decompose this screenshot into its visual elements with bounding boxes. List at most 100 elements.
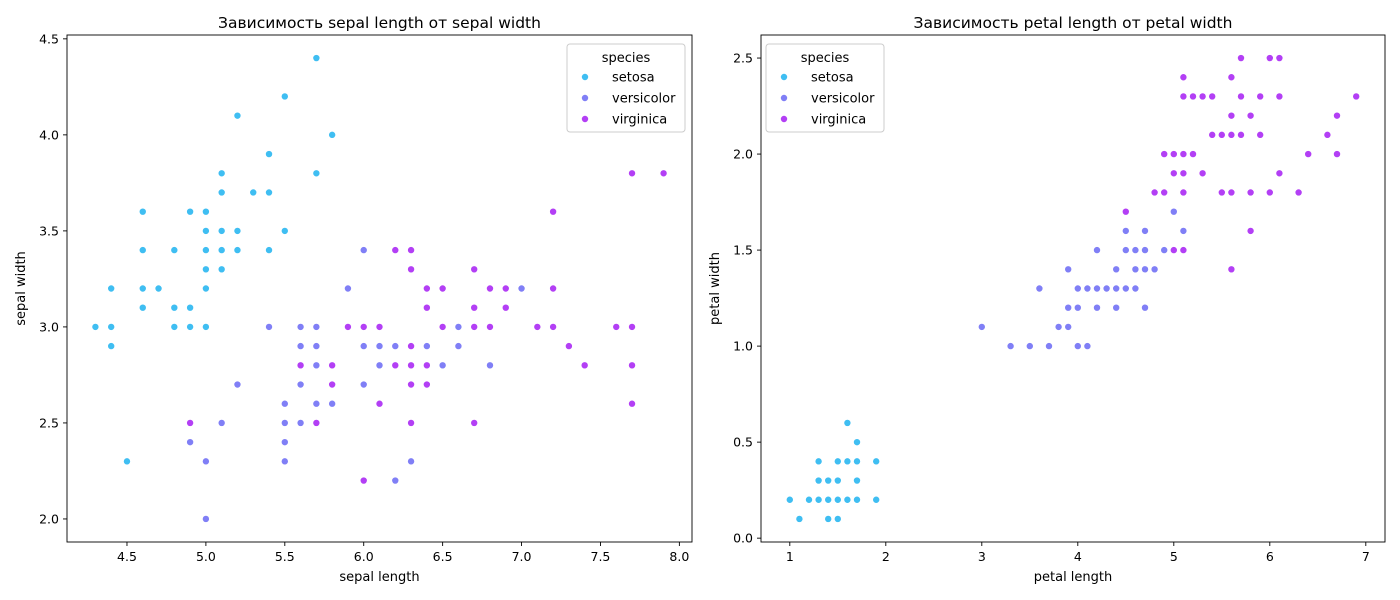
legend-marker-setosa [581, 73, 590, 82]
data-point-versicolor [1179, 226, 1188, 235]
data-point-versicolor [296, 418, 305, 427]
data-point-virginica [375, 399, 384, 408]
x-tick-label: 5 [1170, 549, 1178, 564]
data-point-versicolor [1141, 226, 1150, 235]
data-point-setosa [122, 457, 131, 466]
series-virginica [186, 169, 668, 485]
data-point-versicolor [296, 380, 305, 389]
data-point-virginica [375, 322, 384, 331]
data-point-versicolor [1073, 284, 1082, 293]
data-point-setosa [312, 54, 321, 63]
data-point-virginica [1169, 150, 1178, 159]
data-point-versicolor [391, 476, 400, 485]
data-point-virginica [1265, 54, 1274, 63]
data-point-versicolor [407, 457, 416, 466]
data-point-versicolor [312, 322, 321, 331]
data-point-virginica [470, 303, 479, 312]
data-point-virginica [328, 361, 337, 370]
y-axis-label: sepal width [14, 251, 29, 326]
data-point-virginica [1237, 130, 1246, 139]
axes-frame [66, 34, 693, 543]
data-point-setosa [233, 226, 242, 235]
data-point-virginica [549, 322, 558, 331]
series-versicolor [977, 207, 1188, 351]
data-point-versicolor [312, 342, 321, 351]
data-point-versicolor [186, 438, 195, 447]
data-point-setosa [843, 418, 852, 427]
data-point-virginica [1227, 111, 1236, 120]
data-point-virginica [1179, 150, 1188, 159]
data-point-virginica [1275, 169, 1284, 178]
data-point-setosa [843, 457, 852, 466]
data-point-virginica [328, 380, 337, 389]
data-point-setosa [170, 322, 179, 331]
data-point-versicolor [359, 342, 368, 351]
data-point-virginica [407, 380, 416, 389]
data-point-setosa [265, 246, 274, 255]
data-point-setosa [265, 150, 274, 159]
series-setosa [785, 418, 881, 523]
chart-title: Зависимость petal length от petal width [914, 14, 1233, 32]
y-tick-label: 1.5 [733, 243, 753, 258]
data-point-virginica [1179, 169, 1188, 178]
data-point-versicolor [1093, 246, 1102, 255]
data-point-virginica [407, 361, 416, 370]
data-point-setosa [814, 495, 823, 504]
data-point-versicolor [1064, 303, 1073, 312]
data-point-setosa [170, 303, 179, 312]
data-point-versicolor [1045, 342, 1054, 351]
y-tick-label: 3.0 [39, 319, 59, 334]
data-point-versicolor [1141, 246, 1150, 255]
data-point-setosa [265, 188, 274, 197]
data-point-virginica [391, 361, 400, 370]
data-point-virginica [533, 322, 542, 331]
data-point-versicolor [1064, 322, 1073, 331]
data-point-virginica [549, 207, 558, 216]
data-point-versicolor [1083, 342, 1092, 351]
data-point-virginica [1294, 188, 1303, 197]
data-point-setosa [138, 246, 147, 255]
data-point-virginica [1256, 130, 1265, 139]
data-point-setosa [853, 495, 862, 504]
x-tick-label: 7 [1362, 549, 1370, 564]
data-point-versicolor [1025, 342, 1034, 351]
scatter-plot-2: 1 2 3 4 5 6 7 0.0 0.5 1.0 1.5 2.0 2.5 Зависимость pet… [708, 14, 1386, 585]
data-point-virginica [501, 303, 510, 312]
data-point-virginica [422, 361, 431, 370]
y-tick-label: 2.0 [39, 511, 59, 526]
data-point-virginica [1121, 207, 1130, 216]
data-point-versicolor [1083, 284, 1092, 293]
data-point-versicolor [217, 418, 226, 427]
data-point-setosa [328, 130, 337, 139]
chart-title: Зависимость sepal length от sepal width [218, 14, 541, 32]
data-point-virginica [359, 322, 368, 331]
data-point-setosa [91, 322, 100, 331]
x-tick-label: 5.0 [196, 549, 216, 564]
data-point-versicolor [375, 361, 384, 370]
data-point-setosa [170, 246, 179, 255]
data-point-virginica [485, 284, 494, 293]
data-point-versicolor [1054, 322, 1063, 331]
data-point-setosa [824, 514, 833, 523]
data-point-setosa [824, 476, 833, 485]
series-virginica [1121, 54, 1361, 274]
data-point-setosa [217, 169, 226, 178]
data-point-virginica [1256, 92, 1265, 101]
data-point-setosa [814, 457, 823, 466]
data-point-virginica [407, 418, 416, 427]
data-point-versicolor [438, 361, 447, 370]
data-point-virginica [470, 322, 479, 331]
data-point-virginica [1275, 54, 1284, 63]
data-point-setosa [233, 246, 242, 255]
x-tick-label: 6 [1266, 549, 1274, 564]
data-point-versicolor [454, 342, 463, 351]
data-point-virginica [1304, 150, 1313, 159]
data-point-virginica [1333, 150, 1342, 159]
data-point-virginica [1227, 265, 1236, 274]
data-point-versicolor [1131, 265, 1140, 274]
data-point-versicolor [375, 342, 384, 351]
x-tick-label: 1 [786, 549, 794, 564]
data-point-versicolor [280, 418, 289, 427]
legend-marker-versicolor [581, 94, 590, 103]
legend-title: species [602, 51, 651, 66]
